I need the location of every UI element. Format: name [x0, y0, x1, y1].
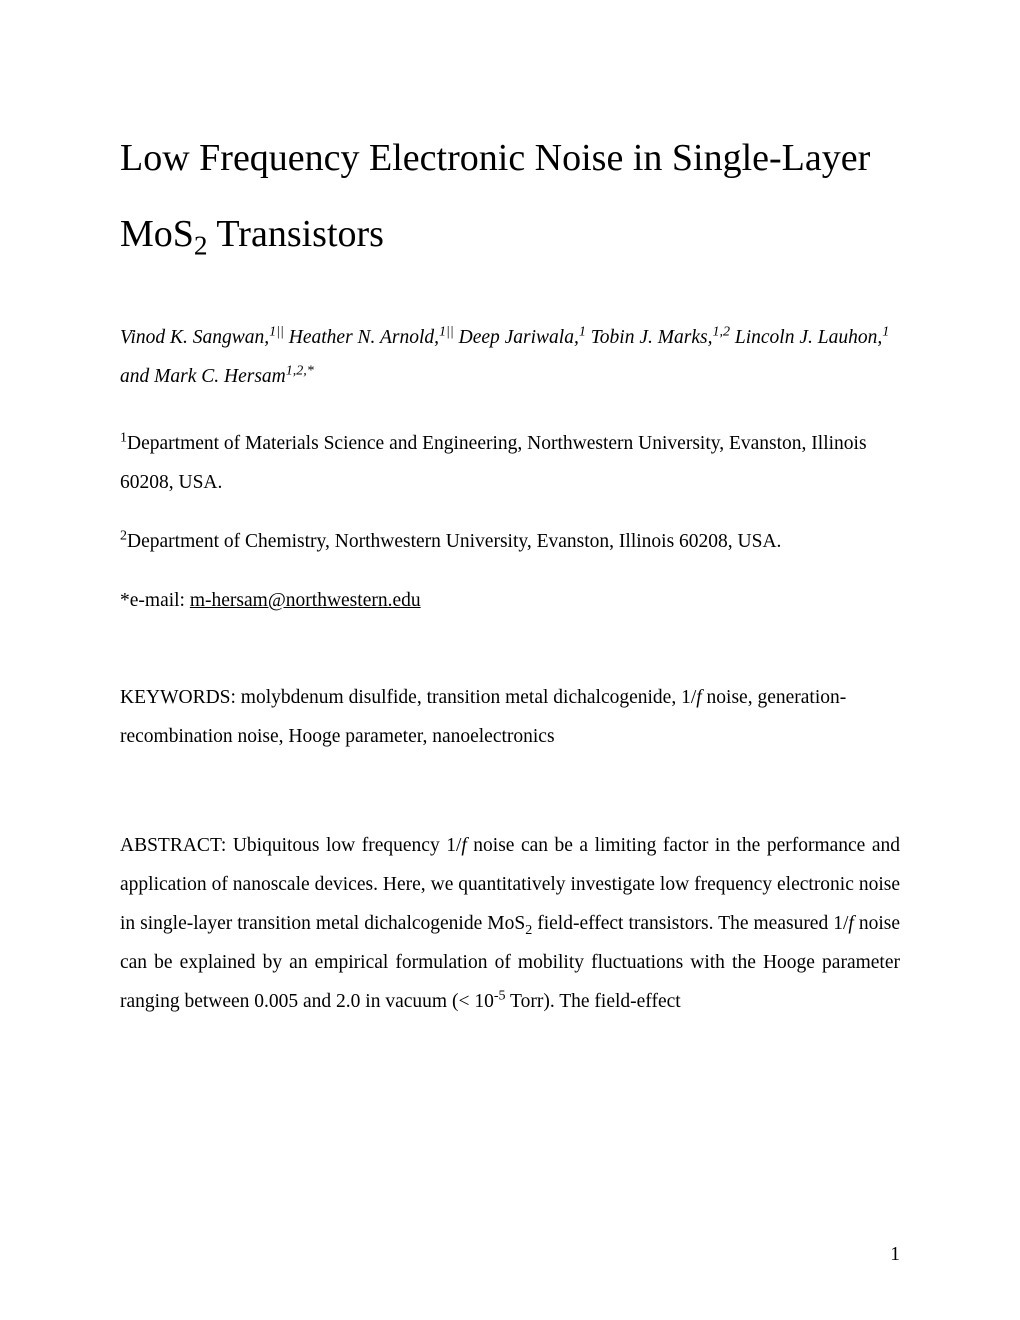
page-number: 1 — [890, 1244, 900, 1266]
affil-2-sup: 2 — [120, 528, 127, 544]
authors-block: Vinod K. Sangwan,1|| Heather N. Arnold,1… — [120, 318, 900, 396]
author-5: Lincoln J. Lauhon, — [735, 327, 882, 348]
title-line-2-post: Transistors — [208, 213, 384, 255]
author-2: Heather N. Arnold, — [289, 327, 439, 348]
abstract-s2b: Torr). The field-effect — [506, 991, 681, 1012]
keywords-label: KEYWORDS: — [120, 687, 241, 708]
author-6: and Mark C. Hersam — [120, 366, 286, 387]
corresponding-email-line: *e-mail: m-hersam@northwestern.edu — [120, 581, 900, 620]
author-1-affil: 1|| — [269, 324, 284, 340]
abstract-s2sup: -5 — [494, 988, 506, 1004]
author-3-affil: 1 — [579, 324, 586, 340]
abstract-block: ABSTRACT: Ubiquitous low frequency 1/f n… — [120, 826, 900, 1021]
email-prefix: *e-mail: — [120, 590, 190, 611]
title-sub: 2 — [194, 231, 208, 261]
author-3: Deep Jariwala, — [459, 327, 579, 348]
affil-2-text: Department of Chemistry, Northwestern Un… — [127, 531, 781, 552]
affil-1-text: Department of Materials Science and Engi… — [120, 433, 867, 493]
abstract-s1a: Ubiquitous low frequency 1/ — [233, 835, 462, 856]
affil-1-sup: 1 — [120, 430, 127, 446]
author-4: Tobin J. Marks, — [591, 327, 713, 348]
title-line-2-pre: MoS — [120, 213, 194, 255]
affiliation-2: 2Department of Chemistry, Northwestern U… — [120, 522, 900, 561]
keywords-block: KEYWORDS: molybdenum disulfide, transiti… — [120, 678, 900, 756]
email-link[interactable]: m-hersam@northwestern.edu — [190, 590, 421, 611]
abstract-s1c: field-effect transistors. The measured 1… — [532, 913, 848, 934]
keywords-pre: molybdenum disulfide, transition metal d… — [241, 687, 696, 708]
author-1: Vinod K. Sangwan, — [120, 327, 269, 348]
title-line-1: Low Frequency Electronic Noise in Single… — [120, 137, 870, 179]
author-2-affil: 1|| — [439, 324, 454, 340]
paper-title: Low Frequency Electronic Noise in Single… — [120, 120, 900, 272]
author-4-affil: 1,2 — [712, 324, 730, 340]
author-6-affil: 1,2,* — [286, 363, 314, 379]
abstract-label: ABSTRACT: — [120, 835, 233, 856]
page-container: Low Frequency Electronic Noise in Single… — [0, 0, 1020, 1320]
author-5-affil: 1 — [882, 324, 889, 340]
affiliation-1: 1Department of Materials Science and Eng… — [120, 424, 900, 502]
